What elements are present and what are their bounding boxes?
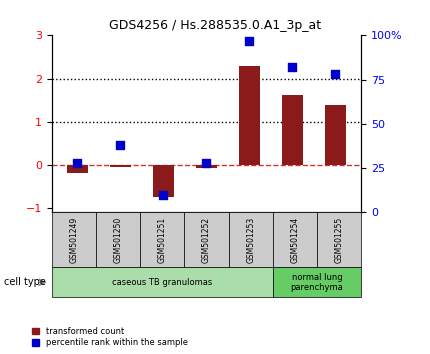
Bar (325, 105, 346, 165)
Text: GSM501255: GSM501255 (335, 217, 344, 263)
Bar (110, 165, 131, 167)
Point (160, 192, 167, 198)
Bar (67, 165, 88, 173)
Text: caseous TB granulomas: caseous TB granulomas (112, 278, 212, 287)
Bar (282, 95, 303, 165)
Point (332, 72, 339, 77)
Text: GSM501252: GSM501252 (202, 217, 211, 263)
Point (74, 160, 81, 166)
Text: normal lung
parenchyma: normal lung parenchyma (291, 273, 343, 292)
Text: GSM501250: GSM501250 (114, 217, 123, 263)
Legend: transformed count, percentile rank within the sample: transformed count, percentile rank withi… (30, 324, 190, 350)
Text: GDS4256 / Hs.288535.0.A1_3p_at: GDS4256 / Hs.288535.0.A1_3p_at (109, 19, 321, 33)
Text: GSM501254: GSM501254 (290, 217, 299, 263)
Point (203, 160, 210, 166)
Text: cell type: cell type (4, 277, 46, 287)
Text: GSM501249: GSM501249 (69, 217, 78, 263)
Text: GSM501251: GSM501251 (158, 217, 167, 263)
Bar (196, 165, 217, 169)
Bar (153, 165, 174, 197)
Bar (239, 67, 260, 165)
Point (117, 142, 124, 148)
Point (246, 38, 253, 44)
Text: GSM501253: GSM501253 (246, 217, 255, 263)
Point (289, 64, 296, 70)
